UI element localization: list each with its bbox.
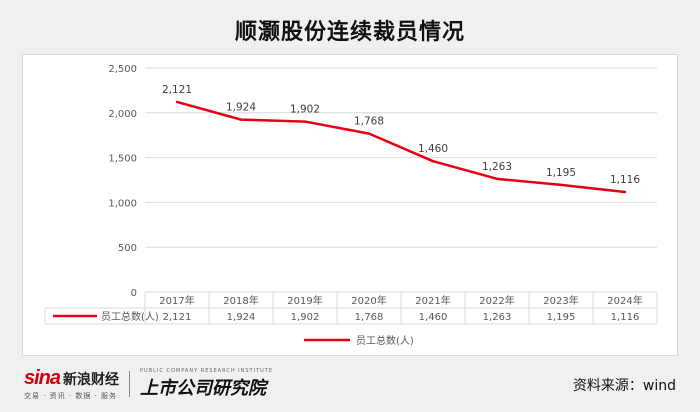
- x-category-label: 2022年: [479, 294, 514, 307]
- chart-title: 顺灏股份连续裁员情况: [234, 20, 465, 45]
- data-point: [623, 190, 627, 194]
- y-tick-label: 2,000: [108, 109, 137, 120]
- table-value: 1,195: [547, 312, 576, 323]
- data-label: 1,116: [610, 174, 640, 186]
- data-source: 资料来源：wind: [572, 378, 676, 394]
- institute-brand: PUBLIC COMPANY RESEARCH INSTITUTE 上市公司研究…: [140, 368, 273, 400]
- data-label: 1,195: [546, 167, 576, 179]
- data-label: 1,902: [290, 104, 320, 116]
- table-value: 1,116: [611, 312, 640, 323]
- sina-logo: sina: [24, 367, 61, 389]
- x-category-label: 2020年: [351, 294, 386, 307]
- legend-label: 员工总数(人): [356, 334, 414, 347]
- data-point: [495, 177, 499, 181]
- table-series-name: 员工总数(人): [101, 310, 159, 323]
- chart-panel: 0 500 1,000 1,500 2,000 2,500 2017年 2,121 2018年 1…: [22, 54, 678, 356]
- data-point: [175, 100, 179, 104]
- data-label: 1,924: [226, 102, 256, 114]
- y-tick-label: 1,000: [108, 198, 137, 209]
- line-chart: 0 500 1,000 1,500 2,000 2,500 2017年 2,121 2018年 1…: [44, 64, 658, 347]
- table-value: 1,460: [419, 312, 448, 323]
- x-category-label: 2019年: [287, 294, 322, 307]
- table-value: 1,768: [355, 312, 384, 323]
- data-point: [431, 159, 435, 163]
- y-tick-label: 0: [131, 288, 137, 299]
- data-label: 1,768: [354, 116, 384, 128]
- data-point: [559, 183, 563, 187]
- table-value: 1,902: [291, 312, 320, 323]
- x-category-label: 2024年: [607, 294, 642, 307]
- table-value: 2,121: [163, 312, 192, 323]
- x-category-label: 2018年: [223, 294, 258, 307]
- data-point: [303, 120, 307, 123]
- x-category-label: 2021年: [415, 294, 450, 307]
- data-point: [239, 118, 243, 121]
- institute-tagline: PUBLIC COMPANY RESEARCH INSTITUTE: [140, 368, 274, 374]
- data-label: 1,460: [418, 143, 448, 155]
- x-category-label: 2017年: [159, 294, 194, 307]
- data-label: 2,121: [162, 84, 192, 96]
- sina-tagline: 交易 · 资讯 · 数据 · 服务: [24, 392, 118, 400]
- table-value: 1,263: [483, 312, 512, 323]
- table-value: 1,924: [227, 312, 256, 323]
- sina-brand: sina 新浪财经 交易 · 资讯 · 数据 · 服务: [24, 367, 119, 401]
- branding: sina 新浪财经 交易 · 资讯 · 数据 · 服务 PUBLIC COMPA…: [24, 366, 273, 402]
- y-tick-label: 1,500: [108, 154, 137, 165]
- brand-divider: [129, 371, 131, 397]
- y-tick-label: 500: [118, 243, 137, 254]
- series-line: [176, 100, 626, 194]
- institute-name: 上市公司研究院: [140, 378, 267, 399]
- data-label: 1,263: [482, 161, 512, 173]
- y-tick-label: 2,500: [108, 64, 137, 75]
- x-category-label: 2023年: [543, 294, 578, 307]
- sina-name: 新浪财经: [63, 372, 120, 388]
- data-point: [367, 132, 371, 135]
